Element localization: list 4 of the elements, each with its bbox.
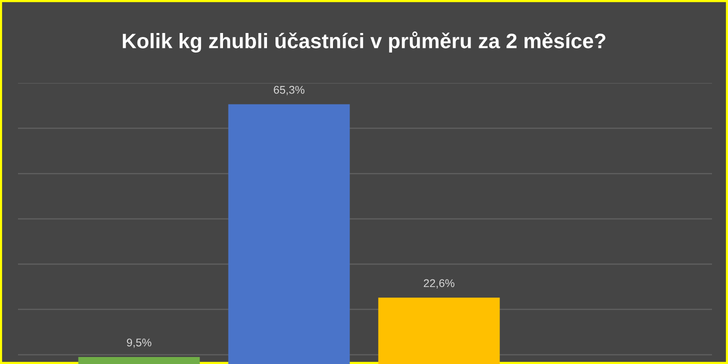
data-label: 9,5% (126, 338, 152, 348)
data-label: 65,3% (274, 86, 304, 96)
data-label: 22,6% (424, 279, 454, 288)
chart-title: Kolik kg zhubli účastníci v průměru za 2 měsíce? (122, 31, 606, 53)
